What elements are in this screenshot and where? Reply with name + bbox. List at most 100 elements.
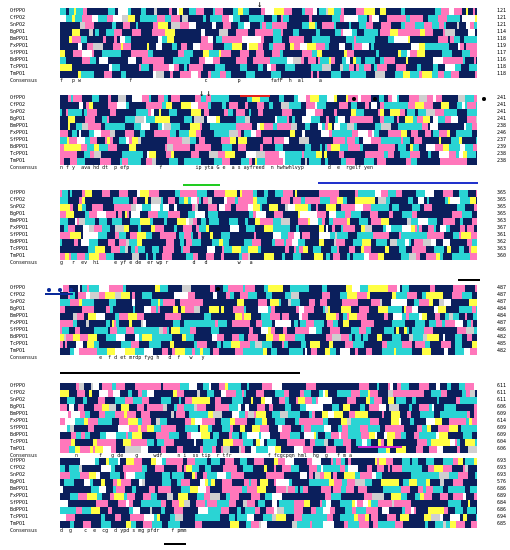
residue-segment [455,348,464,355]
residue-segment [370,211,378,218]
residue-segment [115,8,118,15]
residue-segment [246,341,250,348]
residue-segment [214,109,224,116]
residue-segment [445,197,448,204]
residue-segment [467,411,470,418]
residue-segment [201,232,210,239]
residue-segment [191,197,197,204]
residue-segment [410,15,413,22]
residue-segment [208,144,211,151]
consensus-label: Consensus [10,260,38,266]
sequence-alignment [60,15,477,22]
residue-segment [197,411,205,418]
residue-segment [184,320,193,327]
residue-segment [377,334,382,341]
residue-segment [156,71,164,78]
residue-segment [142,432,146,439]
residue-segment [220,57,228,64]
residue-segment [360,390,368,397]
residue-segment [255,285,264,292]
residue-segment [394,348,396,355]
residue-segment [374,64,377,71]
residue-segment [160,285,168,292]
residue-segment [264,439,267,446]
residue-segment [457,22,459,29]
residue-segment [412,397,416,404]
residue-segment [312,383,316,390]
residue-segment [374,158,377,165]
residue-segment [171,411,174,418]
residue-segment [333,514,340,521]
residue-segment [194,404,197,411]
residue-segment [129,425,138,432]
residue-segment [425,411,434,418]
residue-segment [122,144,129,151]
residue-segment [231,253,239,260]
residue-segment [416,418,426,425]
residue-segment [462,390,466,397]
residue-segment [94,341,99,348]
residue-segment [406,397,412,404]
residue-segment [417,479,420,486]
residue-segment [434,341,441,348]
residue-segment [365,404,369,411]
residue-segment [316,292,322,299]
residue-segment [436,95,442,102]
sequence-name: CfPO2 [10,465,26,471]
sequence-name: OfPPO [10,95,26,101]
residue-segment [387,29,390,36]
residue-segment [158,36,162,43]
residue-segment [387,500,392,507]
residue-segment [110,493,114,500]
residue-segment [287,211,289,218]
residue-segment [238,144,246,151]
black-motif-bar [164,543,186,545]
residue-segment [155,285,160,292]
residue-segment [476,514,477,521]
residue-segment [160,320,163,327]
residue-segment [305,397,312,404]
residue-segment [133,64,139,71]
residue-segment [280,130,285,137]
residue-segment [147,425,154,432]
residue-segment [470,514,476,521]
residue-segment [438,116,441,123]
residue-segment [397,285,400,292]
residue-segment [359,327,366,334]
residue-segment [456,521,465,528]
residue-segment [410,137,414,144]
residue-segment [161,292,164,299]
residue-segment [73,50,82,57]
residue-segment [143,493,151,500]
residue-segment [162,432,169,439]
residue-segment [343,493,348,500]
residue-segment [331,425,336,432]
residue-segment [472,211,477,218]
residue-segment [464,36,472,43]
residue-segment [68,411,71,418]
residue-segment [409,514,414,521]
residue-segment [373,341,382,348]
residue-segment [238,102,245,109]
residue-segment [346,36,354,43]
residue-segment [129,197,133,204]
residue-segment [458,43,460,50]
residue-segment [369,404,379,411]
residue-segment [384,390,388,397]
residue-segment [175,418,185,425]
sequence-row: FxPPO1 487 [0,320,510,327]
residue-segment [257,102,264,109]
residue-segment [280,313,282,320]
residue-segment [131,50,138,57]
residue-segment [203,348,205,355]
residue-segment [263,521,267,528]
residue-segment [429,22,432,29]
residue-segment [199,137,205,144]
residue-segment [208,197,212,204]
residue-segment [223,239,229,246]
residue-segment [364,64,371,71]
residue-segment [232,246,241,253]
residue-segment [476,197,477,204]
residue-segment [164,123,171,130]
residue-segment [116,299,123,306]
